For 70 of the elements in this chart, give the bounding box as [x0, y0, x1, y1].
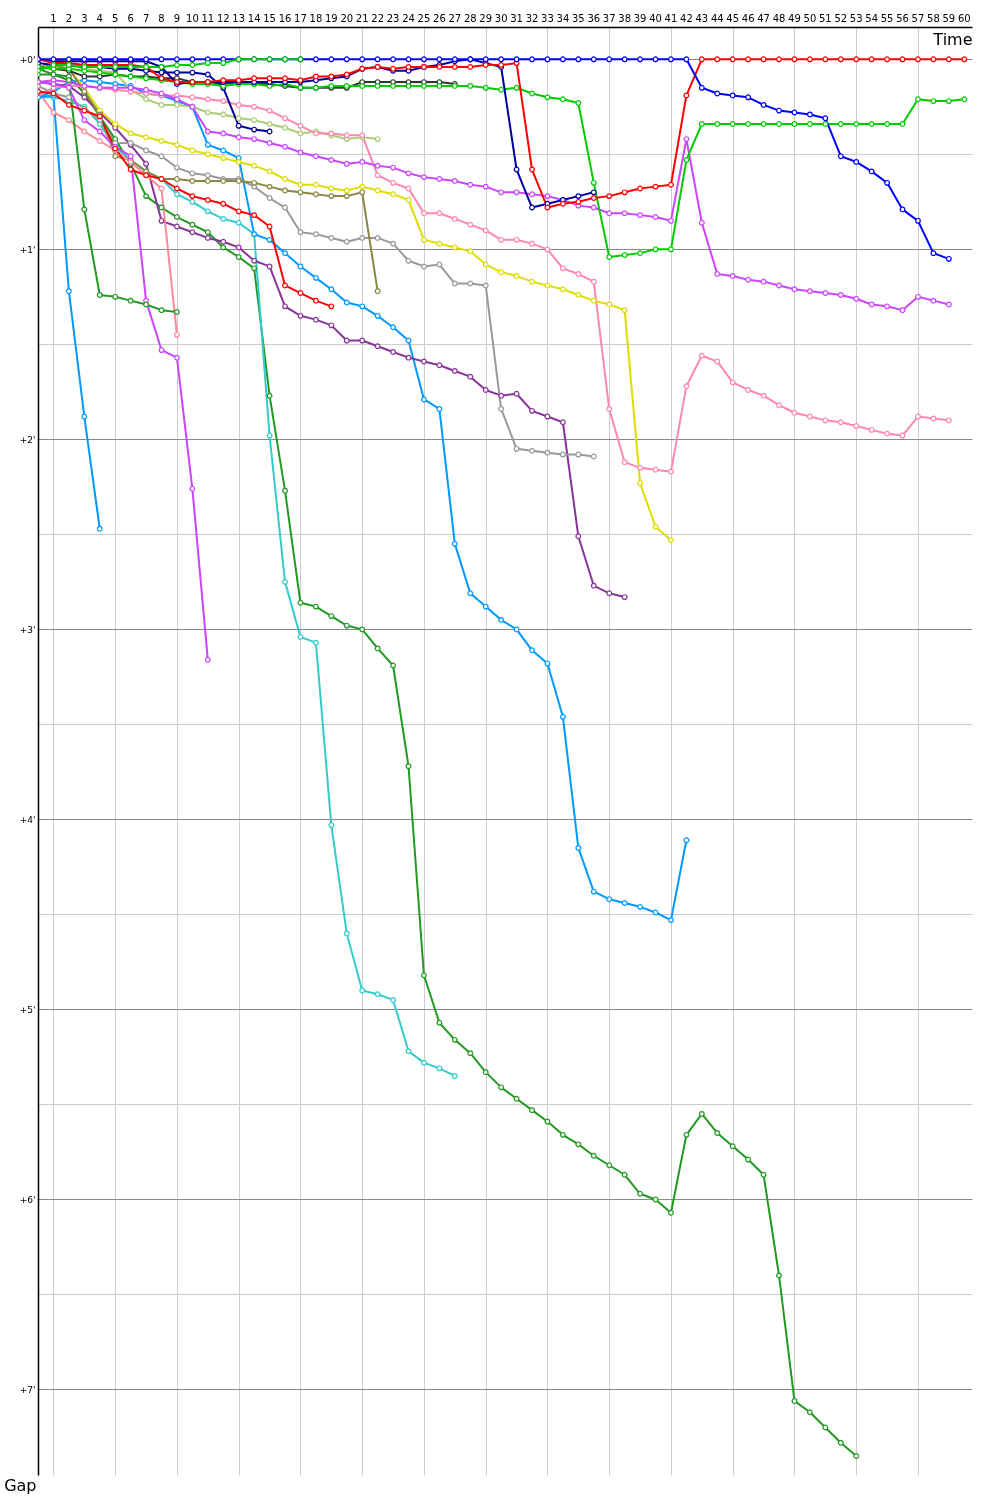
x-axis-title: Time [932, 29, 973, 49]
y-tick-label: +5' [19, 1004, 36, 1015]
x-tick-label: 13 [232, 13, 246, 24]
x-tick-label: 52 [834, 13, 848, 24]
x-tick-label: 5 [112, 13, 119, 24]
x-tick-label: 40 [649, 13, 662, 24]
x-tick-label: 37 [602, 13, 616, 24]
x-tick-label: 16 [278, 13, 292, 24]
x-tick-label: 41 [664, 13, 678, 24]
x-tick-label: 58 [927, 13, 940, 24]
x-tick-label: 54 [865, 13, 879, 24]
x-tick-label: 15 [263, 13, 276, 24]
x-tick-label: 27 [448, 13, 462, 24]
x-tick-label: 55 [880, 13, 894, 24]
x-tick-label: 56 [896, 13, 909, 24]
x-tick-label: 36 [587, 13, 601, 24]
x-tick-label: 48 [772, 13, 786, 24]
x-tick-label: 1 [50, 13, 57, 24]
y-tick-label: +2' [19, 434, 36, 445]
x-tick-label: 39 [633, 13, 647, 24]
x-tick-label: 38 [618, 13, 632, 24]
x-tick-label: 29 [479, 13, 493, 24]
x-tick-label: 11 [201, 13, 215, 24]
x-tick-label: 26 [433, 13, 446, 24]
x-tick-label: 2 [65, 13, 73, 24]
x-tick-label: 7 [142, 13, 150, 24]
y-axis-title: Gap [4, 1475, 37, 1495]
y-tick-label: +7' [19, 1384, 36, 1395]
x-tick-label: 14 [247, 13, 261, 24]
y-tick-label: +3' [19, 624, 36, 635]
x-tick-label: 43 [695, 13, 709, 24]
x-tick-label: 31 [510, 13, 523, 24]
x-tick-label: 10 [186, 13, 199, 24]
x-tick-label: 32 [525, 13, 539, 24]
x-tick-label: 9 [173, 13, 181, 24]
x-tick-label: 20 [340, 13, 354, 24]
x-tick-label: 33 [541, 13, 554, 24]
x-tick-label: 6 [127, 13, 134, 24]
x-tick-label: 53 [849, 13, 863, 24]
x-tick-label: 34 [556, 13, 570, 24]
x-tick-label: 8 [158, 13, 165, 24]
x-tick-label: 30 [494, 13, 508, 24]
x-tick-label: 35 [571, 13, 585, 24]
x-tick-label: 24 [402, 13, 415, 24]
x-tick-label: 12 [216, 13, 230, 24]
x-tick-label: 25 [417, 13, 431, 24]
x-tick-label: 3 [81, 13, 88, 24]
y-tick-label: +6' [19, 1194, 36, 1205]
y-tick-label: +0' [19, 54, 36, 65]
x-tick-label: 59 [942, 13, 956, 24]
x-tick-label: 51 [818, 13, 832, 24]
x-tick-label: 22 [371, 13, 384, 24]
x-tick-label: 46 [741, 13, 755, 24]
y-tick-label: +1' [19, 244, 36, 255]
x-tick-label: 18 [309, 13, 323, 24]
x-tick-label: 47 [757, 13, 770, 24]
x-tick-label: 50 [803, 13, 817, 24]
x-tick-label: 23 [386, 13, 400, 24]
x-tick-label: 21 [355, 13, 369, 24]
x-tick-label: 45 [726, 13, 740, 24]
y-tick-label: +4' [19, 814, 36, 825]
x-tick-label: 57 [911, 13, 925, 24]
x-tick-label: 49 [788, 13, 801, 24]
x-tick-label: 44 [710, 13, 724, 24]
x-tick-label: 42 [680, 13, 693, 24]
x-tick-label: 17 [294, 13, 307, 24]
x-tick-label: 60 [957, 13, 971, 24]
x-tick-label: 28 [463, 13, 477, 24]
x-tick-label: 19 [324, 13, 338, 24]
x-tick-label: 4 [96, 13, 103, 24]
